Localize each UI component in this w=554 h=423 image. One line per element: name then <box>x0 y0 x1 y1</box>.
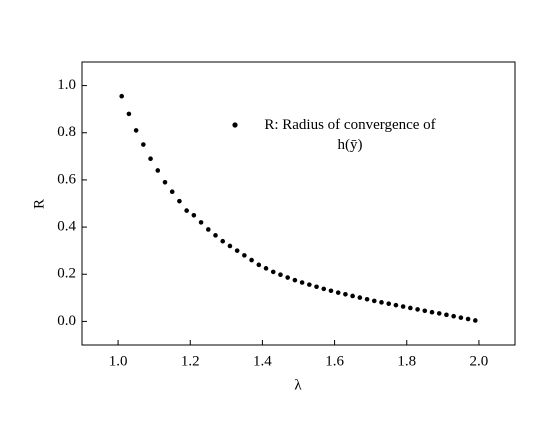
legend-marker <box>232 122 238 128</box>
data-point <box>321 286 327 292</box>
data-point <box>343 291 348 297</box>
x-tick-label: 2.0 <box>470 353 489 369</box>
data-point <box>119 93 124 99</box>
data-point <box>335 290 341 295</box>
data-point <box>278 272 283 278</box>
data-point <box>444 312 449 318</box>
data-point <box>400 304 406 309</box>
data-point <box>285 275 290 280</box>
data-point <box>184 208 189 213</box>
data-point <box>234 248 240 253</box>
x-tick-label: 1.6 <box>325 353 344 369</box>
x-tick-label: 1.2 <box>181 353 200 369</box>
data-point <box>220 238 226 244</box>
data-point <box>465 316 471 322</box>
data-point <box>451 313 456 319</box>
data-point <box>307 282 312 287</box>
data-point <box>357 295 363 300</box>
x-tick-label: 1.4 <box>253 353 272 369</box>
y-tick-label: 0.8 <box>57 124 76 140</box>
data-point <box>364 296 370 302</box>
data-point <box>314 284 319 290</box>
data-point <box>393 302 399 308</box>
data-point <box>205 227 211 232</box>
data-point <box>169 189 175 195</box>
data-point <box>242 253 247 258</box>
data-point <box>126 111 132 117</box>
data-point <box>191 212 197 218</box>
data-point <box>263 266 269 271</box>
data-point <box>155 168 161 173</box>
data-point <box>473 318 478 323</box>
plot-frame <box>81 61 516 346</box>
data-point <box>458 315 464 320</box>
data-point <box>379 300 384 305</box>
data-point <box>227 243 233 249</box>
data-point <box>328 288 334 294</box>
data-point <box>292 277 298 283</box>
data-point <box>162 179 168 185</box>
data-point <box>436 311 442 316</box>
data-point <box>249 257 254 263</box>
data-point <box>429 309 435 315</box>
data-point <box>350 293 355 299</box>
legend-label: R: Radius of convergence of h(ȳ) <box>264 117 436 153</box>
y-tick-label: 1.0 <box>57 77 76 93</box>
data-point <box>415 307 420 312</box>
data-point <box>371 298 377 304</box>
data-point <box>133 128 139 133</box>
data-point <box>213 233 218 238</box>
y-tick-label: 0.2 <box>57 266 76 282</box>
x-axis-label: λ <box>294 377 302 393</box>
y-tick-label: 0.4 <box>57 219 76 235</box>
data-point <box>270 269 276 275</box>
data-point <box>177 198 182 204</box>
data-point <box>299 280 305 285</box>
data-point <box>386 301 392 307</box>
data-point <box>408 305 413 311</box>
data-point <box>256 262 262 268</box>
data-point <box>198 220 204 225</box>
data-point <box>422 308 428 314</box>
data-point <box>141 142 146 147</box>
y-tick-label: 0.6 <box>57 171 76 187</box>
x-tick-label: 1.8 <box>397 353 416 369</box>
x-tick-label: 1.0 <box>109 353 128 369</box>
y-tick-label: 0.0 <box>57 313 76 329</box>
data-point <box>148 156 153 161</box>
y-axis-label: R <box>31 199 47 209</box>
